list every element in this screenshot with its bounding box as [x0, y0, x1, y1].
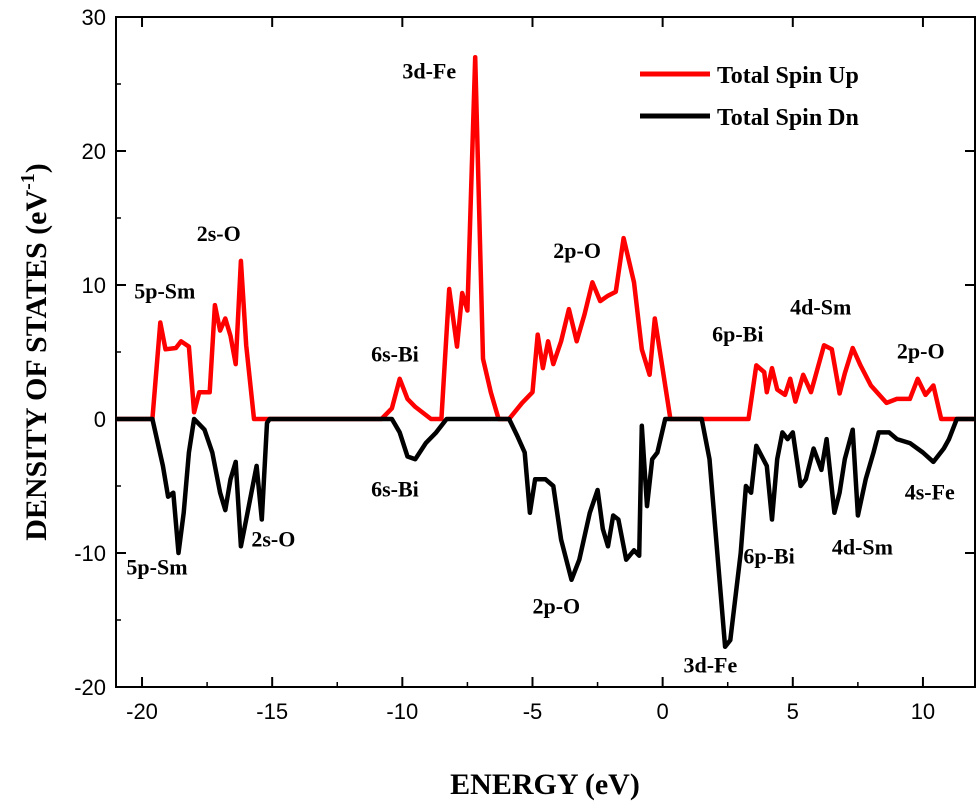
- annotation-label: 2p-O: [897, 339, 945, 364]
- x-tick-label: 10: [911, 699, 935, 724]
- annotation-label: 6s-Bi: [371, 341, 419, 366]
- axis-ticks: -20 -15 -10 -5 0 5 10 -20 -10 0 10 20 30: [74, 5, 975, 724]
- y-axis-title-sup: -1: [17, 173, 39, 190]
- annotation-label: 3d-Fe: [683, 652, 737, 677]
- annotation-label: 5p-Sm: [126, 554, 187, 579]
- x-tick-label: -10: [386, 699, 418, 724]
- series-line-spin-dn: [116, 416, 975, 650]
- legend: Total Spin Up Total Spin Dn: [640, 63, 859, 131]
- annotation-label: 3d-Fe: [402, 59, 456, 84]
- y-tick-label: 0: [94, 407, 106, 432]
- annotation-label: 6s-Bi: [371, 477, 419, 502]
- series-layer: [116, 54, 975, 650]
- x-tick-label: -5: [523, 699, 543, 724]
- annotation-label: 4s-Fe: [905, 479, 955, 504]
- y-tick-label: -20: [74, 675, 106, 700]
- annotations: 3d-Fe 2s-O 5p-Sm 6s-Bi 2p-O 6p-Bi 4d-Sm 2p-O 6s-…: [126, 59, 955, 678]
- annotation-label: 5p-Sm: [134, 278, 195, 303]
- y-tick-label: -10: [74, 541, 106, 566]
- annotation-label: 6p-Bi: [712, 321, 763, 346]
- annotation-label: 2s-O: [197, 221, 241, 246]
- x-tick-label: 5: [787, 699, 799, 724]
- annotation-label: 4d-Sm: [832, 534, 893, 559]
- annotation-label: 6p-Bi: [743, 544, 794, 569]
- x-tick-label: 0: [657, 699, 669, 724]
- annotation-label: 2s-O: [251, 526, 295, 551]
- x-tick-label: -20: [126, 699, 158, 724]
- y-tick-label: 30: [82, 5, 106, 30]
- x-tick-label: -15: [256, 699, 288, 724]
- series-line-spin-up: [116, 54, 975, 422]
- legend-label-spin-up: Total Spin Up: [717, 63, 859, 89]
- annotation-label: 2p-O: [532, 593, 580, 618]
- legend-label-spin-dn: Total Spin Dn: [717, 105, 859, 131]
- y-tick-label: 20: [82, 139, 106, 164]
- y-axis-title-close: ): [20, 163, 53, 173]
- annotation-label: 4d-Sm: [790, 294, 851, 319]
- y-tick-label: 10: [82, 273, 106, 298]
- x-axis-title: ENERGY (eV): [450, 768, 640, 801]
- annotation-label: 2p-O: [553, 238, 601, 263]
- y-axis-title-main: DENSITY OF STATES (eV: [20, 190, 53, 541]
- y-axis-title: DENSITY OF STATES (eV-1): [17, 163, 53, 541]
